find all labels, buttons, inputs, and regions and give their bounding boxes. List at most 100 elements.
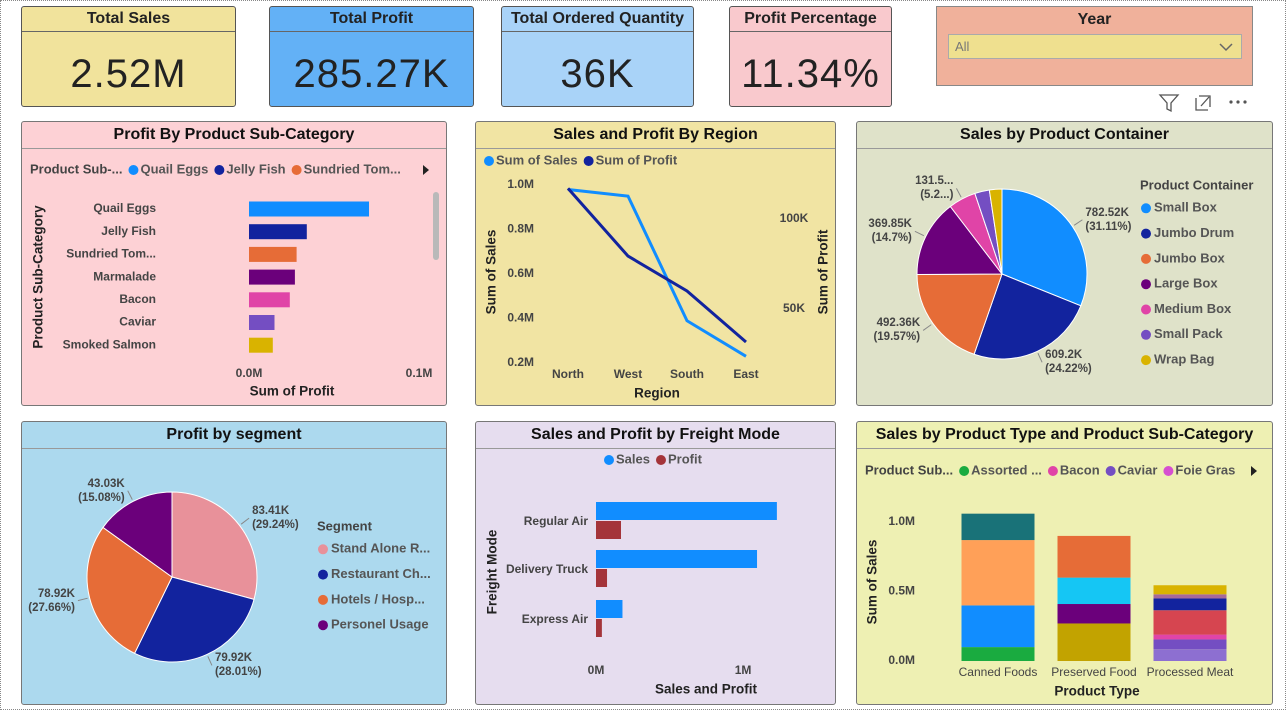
- chart-title: Sales and Profit by Freight Mode: [476, 422, 835, 449]
- chart: Segment Stand Alone R... Restaurant Ch... H…: [77, 490, 431, 666]
- x-tick-label: Canned Foods: [959, 665, 1038, 679]
- legend-label: Wrap Bag: [1154, 352, 1214, 367]
- bar-segment: [1057, 535, 1131, 578]
- chevron: [1219, 43, 1233, 52]
- legend-label: Profit: [668, 451, 703, 466]
- y-tick-label: Sundried Tom...: [66, 247, 156, 261]
- legend-label: Caviar: [1118, 462, 1158, 477]
- bar: [596, 600, 623, 618]
- x-tick-label: 1M: [735, 663, 752, 677]
- leader-line: [1037, 353, 1043, 363]
- pie-slice: [973, 273, 1082, 360]
- data-label: 782.52K (31.11%): [1085, 206, 1132, 233]
- bar: [249, 337, 273, 353]
- legend-title: Product Container: [1140, 177, 1253, 192]
- bar: [596, 550, 758, 568]
- legend-label: Sales: [616, 451, 650, 466]
- axis-title: Sum of Profit: [250, 384, 335, 399]
- legend-marker: [128, 165, 139, 175]
- kpi-title: Total Profit: [270, 7, 473, 32]
- legend-label: Medium Box: [1154, 301, 1232, 316]
- bar-segment: [961, 540, 1035, 606]
- x-tick-label: West: [614, 367, 642, 381]
- legend-marker: [655, 455, 666, 465]
- kpi-value: 285.27K: [293, 52, 450, 96]
- bar: [596, 619, 602, 637]
- pie-slice: [102, 491, 173, 578]
- legend-label: Jelly Fish: [226, 161, 285, 176]
- legend-label: Jumbo Box: [1154, 250, 1226, 265]
- leader-line: [922, 324, 932, 331]
- kpi-card: Total Profit 285.27K: [269, 6, 474, 107]
- legend-marker: [1141, 228, 1151, 239]
- legend-scroll-arrow[interactable]: [1251, 466, 1257, 476]
- line: [566, 187, 747, 344]
- x-tick-label: 0.1M: [406, 366, 433, 380]
- kpi-title: Total Sales: [22, 7, 235, 32]
- chart-panel: Product Container Small Box Jumbo Drum Jumb…: [856, 121, 1273, 406]
- leader-line: [240, 517, 250, 525]
- bar-segment: [1057, 577, 1131, 605]
- legend-title: Product Sub...: [865, 462, 953, 477]
- y2-tick-label: 100K: [780, 211, 809, 225]
- chevron-icon: [1219, 43, 1233, 52]
- legend-label: Assorted ...: [971, 462, 1042, 477]
- axis-title: Sum of Profit: [816, 229, 831, 314]
- bar: [249, 246, 297, 262]
- slicer-title: Year: [1077, 11, 1112, 28]
- kpi-card: Total Sales 2.52M: [21, 6, 236, 107]
- scrollbar[interactable]: [433, 192, 439, 260]
- legend-marker: [959, 466, 970, 476]
- chart-title: Sales and Profit By Region: [476, 122, 835, 149]
- line: [567, 187, 747, 358]
- y-tick-label: Marmalade: [93, 269, 156, 283]
- pie-slice: [171, 491, 258, 600]
- slicer: Year All: [936, 6, 1253, 86]
- kpi-title: Profit Percentage: [730, 7, 891, 32]
- legend-marker: [1141, 253, 1151, 264]
- data-label: 131.5... (5.2...): [915, 175, 954, 202]
- legend-marker: [604, 455, 614, 465]
- legend-marker: [1141, 329, 1151, 340]
- legend-label: Sundried Tom...: [304, 161, 401, 176]
- y-tick-label: Smoked Salmon: [63, 337, 156, 351]
- axis-title: Sum of Sales: [865, 540, 880, 625]
- y-tick-label: 0.6M: [507, 266, 534, 280]
- legend-scroll-arrow[interactable]: [423, 165, 429, 175]
- bar-segment: [961, 647, 1035, 661]
- legend-label: Stand Alone R...: [331, 541, 430, 556]
- bar: [249, 269, 295, 285]
- y-tick-label: 0.2M: [507, 355, 534, 369]
- filter-icon[interactable]: [1158, 94, 1180, 113]
- legend-marker: [1141, 304, 1151, 315]
- axis-title: Product Sub-Category: [31, 205, 46, 349]
- bar-segment: [961, 513, 1035, 541]
- data-label: 83.41K (29.24%): [252, 505, 299, 532]
- slicer-dropdown[interactable]: All: [948, 34, 1242, 59]
- focus-mode-icon[interactable]: [1195, 95, 1211, 111]
- bar-segment: [1153, 610, 1227, 635]
- bar-segment: [1057, 623, 1131, 661]
- bar-segment: [1153, 649, 1227, 661]
- legend-label: Restaurant Ch...: [331, 566, 431, 581]
- y2-tick-label: 50K: [783, 301, 805, 315]
- chart-panel: Segment Stand Alone R... Restaurant Ch... H…: [21, 421, 447, 705]
- legend-marker: [1163, 466, 1174, 476]
- y-tick-label: Express Air: [522, 612, 589, 626]
- x-tick-label: North: [552, 367, 584, 381]
- legend-marker: [1047, 466, 1058, 476]
- chart-panel: 0.0M 0.1M Sum of Profit Product Sub-Categor…: [21, 121, 447, 406]
- axis-title: Region: [634, 386, 680, 401]
- bar-segment: [961, 605, 1035, 648]
- pie-slice: [988, 188, 1003, 275]
- more-options-dot: [1236, 100, 1240, 104]
- leader-line: [207, 656, 213, 666]
- chart-title: Profit by segment: [22, 422, 446, 449]
- axis-title: Sales and Profit: [655, 682, 758, 697]
- bar-segment: [1153, 598, 1227, 611]
- pie-slice: [916, 205, 1004, 276]
- legend-label: Sum of Sales: [496, 152, 578, 167]
- leader-line: [1073, 219, 1083, 226]
- bar-segment: [1057, 604, 1131, 624]
- axis-title: Sum of Sales: [484, 230, 499, 315]
